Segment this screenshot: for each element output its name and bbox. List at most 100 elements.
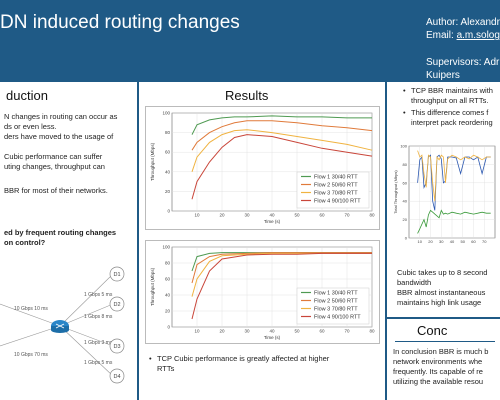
series-line-2 (191, 252, 372, 284)
x-tick-label: 40 (269, 329, 275, 334)
x-tick-label: 30 (244, 213, 250, 218)
author-block: Author: Alexandr Email: a.m.solog (426, 16, 500, 42)
supervisors-line-1: Supervisors: Adr (426, 57, 500, 68)
node-d3 (109, 338, 125, 354)
email-label: Email: (426, 30, 457, 41)
right-results-panel: TCP BBR maintains with throughput on all… (387, 82, 500, 317)
router-icon (51, 320, 69, 333)
y-tick-label: 20 (165, 309, 171, 314)
x-tick-label: 50 (294, 213, 300, 218)
intro-line-5: uting changes, throughput can (4, 162, 105, 171)
link-d1 (59, 273, 114, 327)
conclusion-line-4: utilizing the available resou (393, 377, 484, 386)
x-tick-label: 60 (319, 329, 325, 334)
author-name: Author: Alexandr (426, 17, 500, 28)
y-tick-label: 20 (165, 189, 171, 194)
x-tick-label: 40 (450, 239, 455, 244)
cubic-chart-frame: 0 20 40 60 80 100 10 20 30 40 50 60 70 80 Time (s) Thro… (145, 106, 380, 230)
x-tick-label: 50 (461, 239, 466, 244)
x-tick-label: 70 (344, 329, 350, 334)
legend-box (296, 287, 370, 325)
legend-entry: Flow 2 50/60 RTT (314, 299, 358, 305)
link-label-d1: 1 Gbps 5 ms (84, 292, 113, 298)
legend-entry: Flow 3 70/80 RTT (314, 191, 358, 197)
y-tick-label: 20 (403, 217, 408, 222)
x-tick-label: 30 (439, 239, 444, 244)
y-tick-label: 80 (165, 130, 171, 135)
x-tick-label: 80 (369, 329, 375, 334)
intro-line-2: ds or even less. (4, 122, 57, 131)
x-tick-label: 20 (428, 239, 433, 244)
introduction-panel: duction N changes in routing can occur a… (0, 82, 137, 400)
x-axis-label: Time (s) (264, 219, 281, 224)
x-tick-label: 10 (194, 329, 200, 334)
right-bullet-2-line-2: interpret pack reordering (411, 118, 493, 127)
x-tick-label: 50 (294, 329, 300, 334)
y-tick-label: 40 (165, 293, 171, 298)
x-tick-label: 30 (244, 329, 250, 334)
network-topology-diagram: 10 Gbps 10 ms 10 Gbps 70 ms 1 Gbps 5 ms … (0, 266, 125, 384)
poster-header: DN induced routing changes Author: Alexa… (0, 0, 500, 82)
legend-entry: Flow 2 50/60 RTT (314, 183, 358, 189)
supervisors-line-2: Kuipers (426, 70, 460, 81)
x-tick-label: 10 (418, 239, 423, 244)
conclusion-line-2: network environments whe (393, 357, 483, 366)
right-bullet-1-line-1: TCP BBR maintains with (403, 86, 493, 96)
legend-box (296, 171, 370, 209)
series-line-3 (417, 209, 491, 234)
poster-title: DN induced routing changes (0, 12, 240, 33)
link-src-2 (0, 325, 61, 347)
total-throughput-chart: 0 20 40 60 80 100 10 20 30 40 50 60 70 Total Throughp… (393, 144, 496, 244)
y-tick-label: 0 (167, 325, 170, 330)
legend-entry: Flow 1 30/40 RTT (314, 291, 358, 297)
intro-line-4: Cubic performance can suffer (4, 152, 103, 161)
link-label-d4: 1 Gbps 5 ms (84, 360, 113, 366)
link-label-src-1: 10 Gbps 10 ms (14, 306, 48, 312)
x-tick-label: 20 (219, 213, 225, 218)
series-line-4 (191, 134, 373, 200)
research-question-line-2: on control? (4, 238, 46, 247)
conclusion-heading: Conc (417, 323, 448, 338)
research-question-line-1: ed by frequent routing changes (4, 228, 117, 237)
x-tick-label: 40 (269, 213, 275, 218)
series-line-3 (191, 129, 373, 172)
right-bullet-2-line-1: This difference comes f (403, 108, 488, 118)
x-tick-label: 60 (319, 213, 325, 218)
right-note-line-2: bandwidth (397, 278, 432, 287)
email-line: Email: a.m.solog (426, 29, 500, 42)
conclusion-line-1: In conclusion BBR is much b (393, 347, 489, 356)
bbr-throughput-chart: 0 20 40 60 80 100 10 20 30 40 50 60 70 80 Time (s) Thro… (150, 245, 375, 341)
legend-entry: Flow 4 90/100 RTT (314, 315, 361, 321)
conclusion-panel: Conc In conclusion BBR is much b network… (387, 319, 500, 400)
series-line-1 (191, 115, 372, 135)
legend-entry: Flow 1 30/40 RTT (314, 175, 358, 181)
conclusion-divider (395, 341, 495, 342)
node-d1 (109, 266, 125, 282)
results-heading: Results (225, 88, 269, 103)
intro-line-6: BBR for most of their networks. (4, 186, 108, 195)
link-src-1 (0, 303, 61, 327)
node-d2 (109, 296, 125, 312)
link-label-d2: 1 Gbps 8 ms (84, 314, 113, 320)
x-tick-label: 20 (219, 329, 225, 334)
intro-line-3: ders have moved to the usage of (4, 132, 114, 141)
right-bullet-1-line-2: throughput on all RTTs. (411, 96, 489, 105)
conclusion-line-3: frequently. Its capable of re (393, 367, 483, 376)
cubic-throughput-chart: 0 20 40 60 80 100 10 20 30 40 50 60 70 80 Time (s) Thro… (150, 111, 375, 225)
results-panel: Results 0 20 40 60 80 100 10 20 30 40 50 60 70 80 Time… (139, 82, 385, 400)
right-note-line-4: maintains high link usage (397, 298, 482, 307)
supervisors-block: Supervisors: Adr Kuipers (426, 56, 499, 82)
series-line-2 (417, 150, 491, 202)
right-note-line-1: Cubic takes up to 8 second (397, 268, 488, 277)
right-note-line-3: BBR almost instantaneous (397, 288, 486, 297)
x-tick-label: 70 (344, 213, 350, 218)
x-tick-label: 80 (369, 213, 375, 218)
node-label-d2: D2 (113, 302, 120, 308)
legend-entry: Flow 4 90/100 RTT (314, 199, 361, 205)
legend-entry: Flow 3 70/80 RTT (314, 307, 358, 313)
intro-line-1: N changes in routing can occur as (4, 112, 118, 121)
x-tick-label: 10 (194, 213, 200, 218)
email-link[interactable]: a.m.solog (456, 30, 500, 41)
total-throughput-chart-frame: 0 20 40 60 80 100 10 20 30 40 50 60 70 Total Throughp… (391, 140, 498, 248)
y-tick-label: 80 (165, 261, 171, 266)
